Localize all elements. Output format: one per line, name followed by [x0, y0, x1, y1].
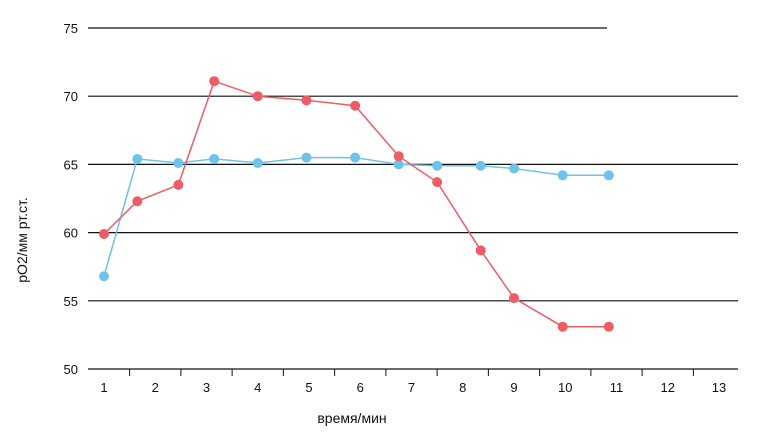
data-point	[301, 95, 312, 106]
data-point	[132, 196, 143, 207]
series-line	[103, 156, 609, 277]
data-point	[603, 170, 614, 181]
data-point	[350, 152, 361, 163]
x-axis-label: время/мин	[317, 410, 386, 426]
grid-lines	[88, 27, 738, 370]
data-point	[99, 228, 109, 239]
x-tick-label: 8	[459, 380, 466, 395]
x-tick-label: 9	[510, 380, 517, 395]
x-tick-label: 2	[152, 380, 159, 395]
data-point	[132, 153, 143, 164]
y-tick-label: 50	[64, 362, 78, 377]
data-point	[432, 160, 443, 171]
series-line	[103, 80, 609, 328]
x-tick-label: 12	[661, 380, 675, 395]
data-point	[557, 321, 568, 332]
x-tick-label: 10	[558, 380, 572, 395]
x-tick-label: 11	[610, 380, 624, 395]
series-1	[99, 152, 614, 282]
y-tick-label: 65	[64, 157, 78, 172]
x-axis	[129, 369, 694, 376]
data-point	[99, 271, 109, 282]
y-tick-label: 70	[64, 89, 78, 104]
data-point	[475, 160, 486, 171]
y-axis-label: pO2/мм рт.ст.	[14, 197, 30, 282]
data-point	[350, 100, 361, 111]
series-layer	[99, 76, 614, 332]
data-point	[173, 179, 184, 190]
data-point	[173, 158, 184, 169]
data-point	[475, 245, 486, 256]
data-point	[301, 152, 312, 163]
x-tick-label: 6	[357, 380, 364, 395]
x-tick-label: 13	[712, 380, 726, 395]
x-axis-ticks: 1 2 3 4 5 6 7 8 9 10 11 12 13	[100, 380, 726, 395]
x-tick-label: 1	[100, 380, 107, 395]
y-tick-label: 55	[64, 294, 78, 309]
data-point	[603, 321, 614, 332]
y-axis-ticks: 50 55 60 65 70 75	[64, 21, 78, 377]
x-tick-label: 7	[408, 380, 415, 395]
series-2	[99, 76, 614, 332]
x-tick-label: 4	[254, 380, 261, 395]
data-point	[509, 163, 519, 174]
data-point	[252, 91, 263, 102]
y-tick-label: 75	[64, 21, 78, 36]
data-point	[509, 293, 519, 304]
y-tick-label: 60	[64, 226, 78, 241]
data-point	[393, 151, 404, 162]
data-point	[557, 170, 568, 181]
data-point	[432, 177, 443, 188]
data-point	[209, 76, 220, 87]
x-tick-label: 3	[203, 380, 210, 395]
data-point	[209, 153, 220, 164]
data-point	[252, 158, 263, 169]
x-tick-label: 5	[305, 380, 312, 395]
data-point	[393, 159, 404, 170]
